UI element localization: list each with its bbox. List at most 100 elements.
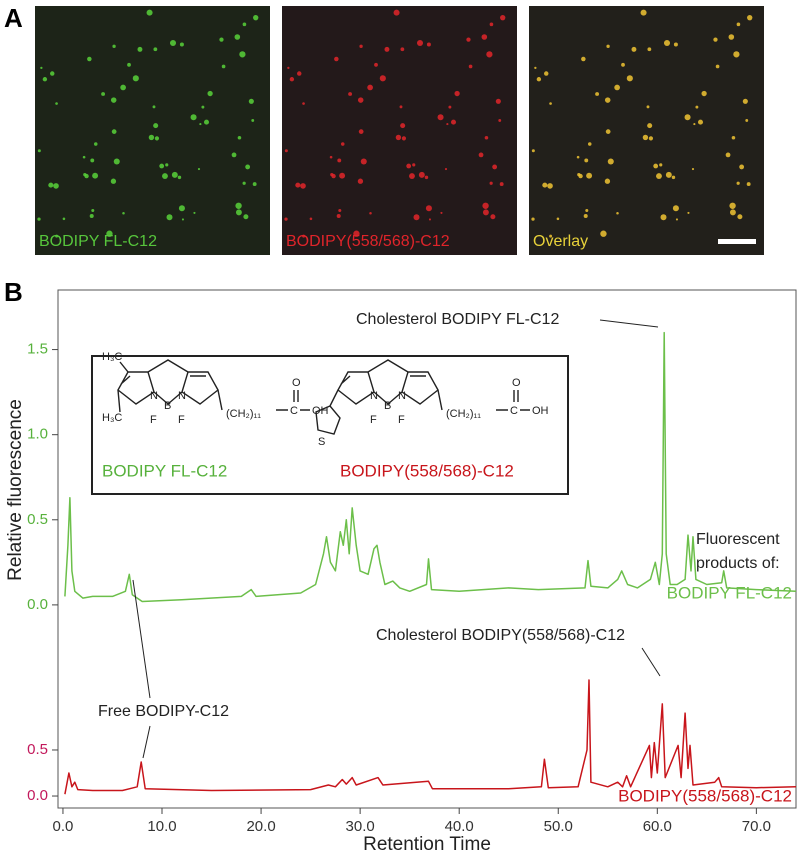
molecule-label: BODIPY FL-C12 [102,461,227,480]
fluorescent-spot [242,181,246,185]
fluorescent-spot [437,114,444,121]
fluorescent-spot [490,214,496,220]
fluorescent-spot [729,209,736,216]
fluorescent-spot [486,51,493,58]
fluorescent-spot [600,230,607,237]
fluorescent-spot [37,217,41,221]
fluorescent-spot [113,158,120,165]
fluorescent-spot [177,175,182,180]
fluorescent-spot [353,230,360,237]
fluorescent-spot [745,119,749,122]
fluorescent-spot [742,98,748,104]
fluorescent-spot [399,105,403,109]
fluorescent-spot [120,84,126,91]
atom-label: (CH₂)₁₁ [446,408,481,420]
fluorescent-spot [544,71,549,76]
x-tick-label: 20.0 [246,818,275,835]
fluorescent-spot [671,175,676,180]
fluorescent-spot [640,9,647,16]
fluorescent-spot [162,173,168,180]
fluorescent-spot [489,22,494,27]
annotation-leader [599,319,659,328]
fluorescent-spot [231,152,237,158]
fluorescent-spot [595,92,600,96]
fluorescent-spot [401,136,407,141]
fluorescent-spot [531,217,535,221]
fluorescent-spot [159,163,165,169]
fluorescent-spot [348,92,353,96]
micrograph: BODIPY(558/568)-C12 [282,6,517,255]
atom-label: H₃C [102,351,122,363]
fluorescent-spot [665,171,672,178]
x-tick-label: 60.0 [643,818,672,835]
fluorescent-spot [409,173,415,180]
fluorescent-spot [148,134,155,141]
fluorescent-spot [153,123,159,129]
fluorescent-spot [448,105,452,109]
fluorescent-spot [235,202,242,209]
fluorescent-spot [424,175,429,180]
fluorescent-spot [614,84,620,91]
atom-label: F [178,414,185,426]
annotation: Cholesterol BODIPY(558/568)-C12 [376,627,625,644]
fluorescent-spot [400,47,405,52]
fluorescent-spot [478,152,484,158]
fluorescent-spot [199,123,202,126]
annotation: products of: [696,555,780,572]
fluorescent-spot [203,119,210,125]
fluorescent-spot [234,34,241,40]
fluorescent-spot [425,205,432,212]
atom-label: C [290,405,298,417]
fluorescent-spot [171,171,178,178]
fluorescent-spot [675,218,678,221]
fluorescent-spot [40,66,43,70]
fluorescent-spot [336,213,341,218]
annotation-leader [132,579,151,699]
fluorescent-spot [165,163,169,167]
fluorescent-spot [146,9,153,16]
fluorescent-spot [127,62,131,67]
fluorescent-spot [92,172,99,179]
micrograph-image [529,6,764,255]
fluorescent-spot [62,217,66,221]
fluorescent-spot [481,34,488,40]
fluorescent-spot [642,134,649,141]
fluorescent-spot [713,37,718,42]
fluorescent-spot [55,102,58,105]
fluorescent-spot [207,90,213,97]
fluorescent-spot [297,71,302,76]
annotations: Cholesterol BODIPY FL-C12 Fluorescent pr… [98,311,780,759]
fluorescent-spot [235,209,242,216]
fluorescent-spot [728,34,735,40]
fluorescent-spot [418,171,425,178]
atom-label: F [150,414,157,426]
fluorescent-spot [687,211,690,215]
fluorescent-spot [747,14,753,21]
micrograph-image [282,6,517,255]
fluorescent-spot [653,163,659,169]
fluorescent-spot [450,119,457,125]
fluorescent-spot [484,135,489,140]
fluorescent-spot [334,56,339,62]
atom-label: OH [312,405,329,417]
atom-label: B [164,400,171,412]
micrograph: BODIPY FL-C12 [35,6,270,255]
fluorescent-spot [248,98,254,104]
fluorescent-spot [106,230,113,237]
fluorescent-spot [384,46,390,52]
fluorescent-spot [374,62,378,67]
fluorescent-spot [536,77,542,82]
fluorescent-spot [684,114,691,121]
fluorescent-spot [736,22,741,27]
fluorescent-spot [358,129,364,134]
fluorescent-spot [626,75,633,82]
fluorescent-spot [725,152,731,158]
panel-letter: B [4,277,23,307]
fluorescent-spot [715,64,720,69]
fluorescent-spot [534,66,537,70]
fluorescent-spot [406,163,412,169]
fluorescent-spot [122,211,125,215]
micrograph-label: BODIPY FL-C12 [39,233,157,250]
fluorescent-spot [648,136,654,141]
